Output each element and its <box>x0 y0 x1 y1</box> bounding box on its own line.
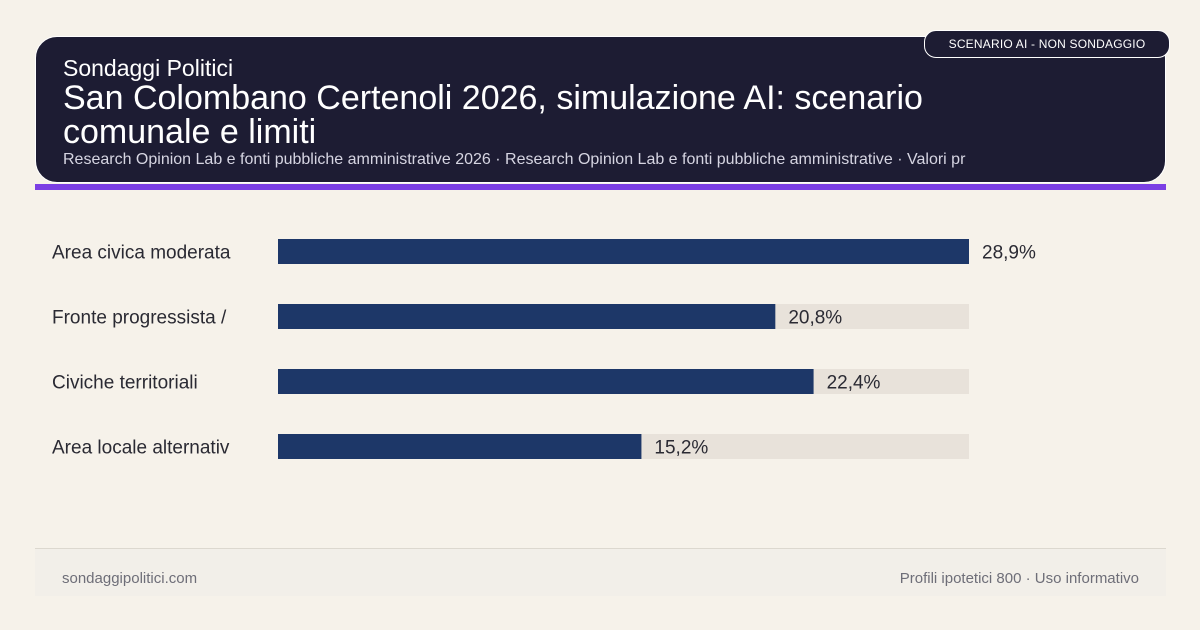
footer-site: sondaggipolitici.com <box>62 570 198 587</box>
category-label: Fronte progressista / <box>52 308 227 329</box>
bar-1 <box>278 239 969 264</box>
category-label: Area locale alternativ <box>52 438 230 459</box>
accent-divider <box>35 184 1166 190</box>
category-label: Area civica moderata <box>52 243 231 264</box>
footer-note: Profili ipotetici 800 · Uso informativo <box>899 570 1139 587</box>
scenario-badge: SCENARIO AI - NON SONDAGGIO <box>924 30 1170 58</box>
bar-2 <box>278 304 776 329</box>
page-subtitle: Research Opinion Lab e fonti pubbliche a… <box>63 151 966 168</box>
page-title: San Colombano Certenoli 2026, simulazion… <box>63 79 923 151</box>
brand-name: Sondaggi Politici <box>63 55 234 81</box>
value-label: 15,2% <box>654 438 708 459</box>
value-label: 20,8% <box>788 308 842 329</box>
value-label: 22,4% <box>827 373 881 394</box>
bar-3 <box>278 369 814 394</box>
footer: sondaggipolitici.com Profili ipotetici 8… <box>35 548 1166 596</box>
value-label: 28,9% <box>982 243 1036 264</box>
header-panel: Sondaggi Politici San Colombano Certenol… <box>35 36 1166 183</box>
bar-4 <box>278 434 642 459</box>
category-label: Civiche territoriali <box>52 373 198 394</box>
